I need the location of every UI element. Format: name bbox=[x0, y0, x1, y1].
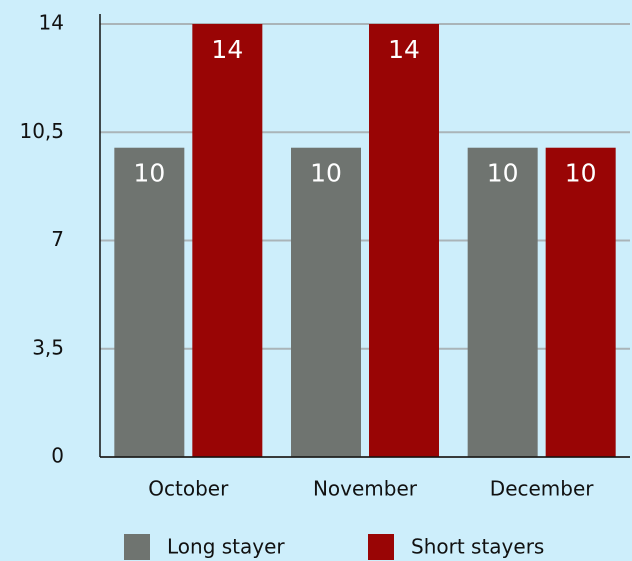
value-label: 14 bbox=[211, 35, 243, 64]
legend-swatch bbox=[124, 534, 150, 560]
x-tick-label: November bbox=[313, 477, 418, 501]
bar bbox=[467, 147, 538, 457]
value-label: 14 bbox=[388, 35, 420, 64]
value-label: 10 bbox=[310, 159, 342, 188]
x-tick-label: October bbox=[148, 477, 229, 501]
y-tick-label: 0 bbox=[51, 444, 64, 468]
bar bbox=[369, 24, 439, 457]
legend-swatch bbox=[368, 534, 394, 560]
legend-label: Short stayers bbox=[411, 535, 544, 559]
y-tick-label: 3,5 bbox=[32, 335, 64, 359]
y-tick-label: 7 bbox=[51, 227, 64, 251]
bar bbox=[291, 147, 361, 457]
bar bbox=[192, 24, 263, 457]
legend-label: Long stayer bbox=[167, 535, 285, 559]
value-label: 10 bbox=[133, 159, 165, 188]
bar bbox=[114, 147, 185, 457]
y-tick-label: 10,5 bbox=[19, 119, 64, 143]
value-label: 10 bbox=[565, 159, 597, 188]
value-label: 10 bbox=[487, 159, 519, 188]
y-tick-label: 14 bbox=[39, 11, 64, 35]
bar bbox=[545, 147, 616, 457]
x-tick-label: December bbox=[490, 477, 594, 501]
